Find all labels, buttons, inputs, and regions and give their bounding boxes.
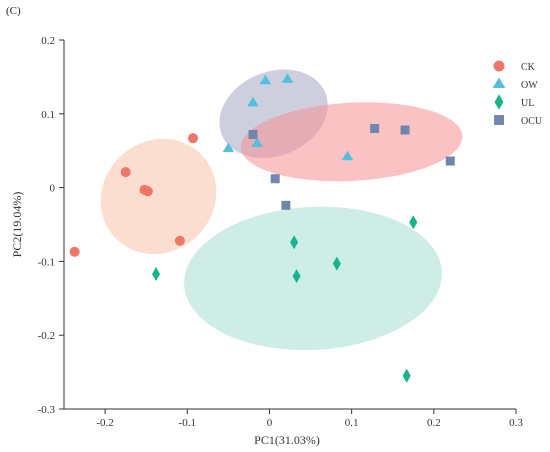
legend-marker-ocu [494, 115, 504, 125]
x-tick-label: -0.2 [96, 417, 113, 429]
point-ocu-2 [270, 174, 280, 184]
ellipse-ck [100, 138, 217, 255]
x-axis-title: PC1(31.03%) [254, 433, 320, 447]
panel-label: (C) [6, 5, 21, 17]
point-ow-2 [247, 96, 259, 107]
point-ck-2 [120, 167, 131, 178]
point-ocu-3 [281, 200, 291, 210]
point-ocu-5 [400, 125, 410, 135]
x-tick-label: 0 [267, 417, 273, 429]
legend-marker-ck [493, 60, 505, 72]
point-ck-1 [69, 246, 80, 257]
point-ul-2 [290, 235, 299, 250]
legend-label-ul: UL [521, 98, 534, 109]
x-tick-label: 0.2 [427, 417, 441, 429]
y-tick-label: -0.2 [38, 330, 55, 342]
y-axis-title: PC2(19.04%) [10, 192, 24, 258]
y-tick-label: 0.1 [41, 109, 55, 121]
x-tick-label: 0.1 [345, 417, 359, 429]
point-ow-5 [281, 73, 294, 83]
point-ocu-1 [248, 129, 258, 139]
point-ul-4 [332, 256, 341, 271]
legend-marker-ul [494, 94, 504, 110]
y-tick-label: -0.3 [38, 404, 56, 416]
y-tick-label: -0.1 [38, 256, 55, 268]
legend-label-ow: OW [521, 80, 538, 91]
legend-label-ocu: OCU [521, 116, 543, 127]
point-ocu-4 [370, 124, 380, 134]
point-ow-6 [341, 150, 354, 161]
y-tick-label: 0 [50, 183, 56, 195]
point-ow-3 [251, 137, 263, 147]
point-ow-1 [222, 142, 235, 153]
point-ck-4 [142, 186, 153, 197]
y-tick-label: 0.2 [41, 35, 55, 47]
legend-marker-ow [492, 77, 506, 88]
point-ul-5 [409, 215, 418, 230]
point-ul-1 [152, 266, 161, 281]
point-ck-6 [188, 133, 199, 144]
legend-label-ck: CK [521, 62, 536, 73]
x-tick-label: 0.3 [509, 417, 523, 429]
ellipse-ocu [240, 102, 463, 182]
x-tick-label: -0.1 [179, 417, 196, 429]
point-ocu-6 [445, 156, 455, 166]
point-ul-3 [292, 269, 301, 284]
point-ul-6 [402, 368, 411, 383]
point-ow-4 [259, 74, 272, 85]
ellipse-ul [184, 206, 442, 351]
point-ck-5 [174, 235, 185, 246]
